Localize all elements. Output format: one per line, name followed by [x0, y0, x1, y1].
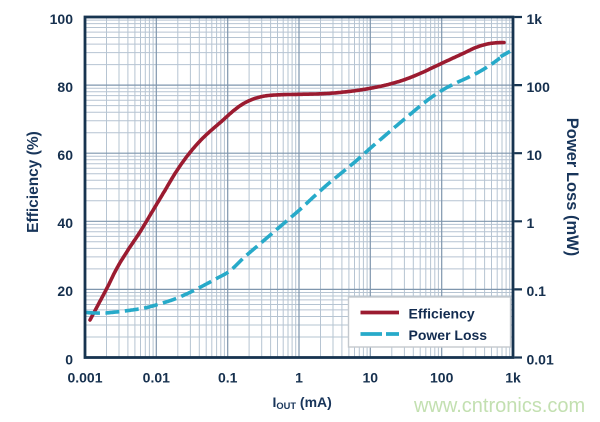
- svg-text:100: 100: [527, 79, 551, 95]
- svg-text:IOUT (mA): IOUT (mA): [273, 394, 332, 411]
- svg-text:www.cntronics.com: www.cntronics.com: [413, 395, 585, 417]
- svg-text:80: 80: [57, 79, 73, 95]
- svg-text:1: 1: [295, 370, 303, 386]
- svg-text:Power Loss: Power Loss: [409, 327, 488, 343]
- svg-text:Power Loss (mW): Power Loss (mW): [563, 118, 581, 256]
- svg-text:60: 60: [57, 147, 73, 163]
- svg-text:0.1: 0.1: [527, 283, 547, 299]
- svg-text:100: 100: [50, 11, 74, 27]
- svg-text:20: 20: [57, 283, 73, 299]
- svg-text:40: 40: [57, 215, 73, 231]
- svg-text:0.01: 0.01: [527, 351, 554, 367]
- svg-text:10: 10: [527, 147, 543, 163]
- svg-text:0.01: 0.01: [143, 370, 170, 386]
- svg-text:10: 10: [363, 370, 379, 386]
- svg-text:1k: 1k: [505, 370, 521, 386]
- svg-text:0.001: 0.001: [67, 370, 102, 386]
- svg-text:100: 100: [430, 370, 454, 386]
- svg-text:1k: 1k: [527, 11, 543, 27]
- svg-text:0.1: 0.1: [218, 370, 238, 386]
- svg-text:0: 0: [65, 351, 73, 367]
- svg-text:Efficiency: Efficiency: [409, 306, 475, 322]
- svg-text:1: 1: [527, 215, 535, 231]
- svg-text:Efficiency (%): Efficiency (%): [25, 131, 42, 233]
